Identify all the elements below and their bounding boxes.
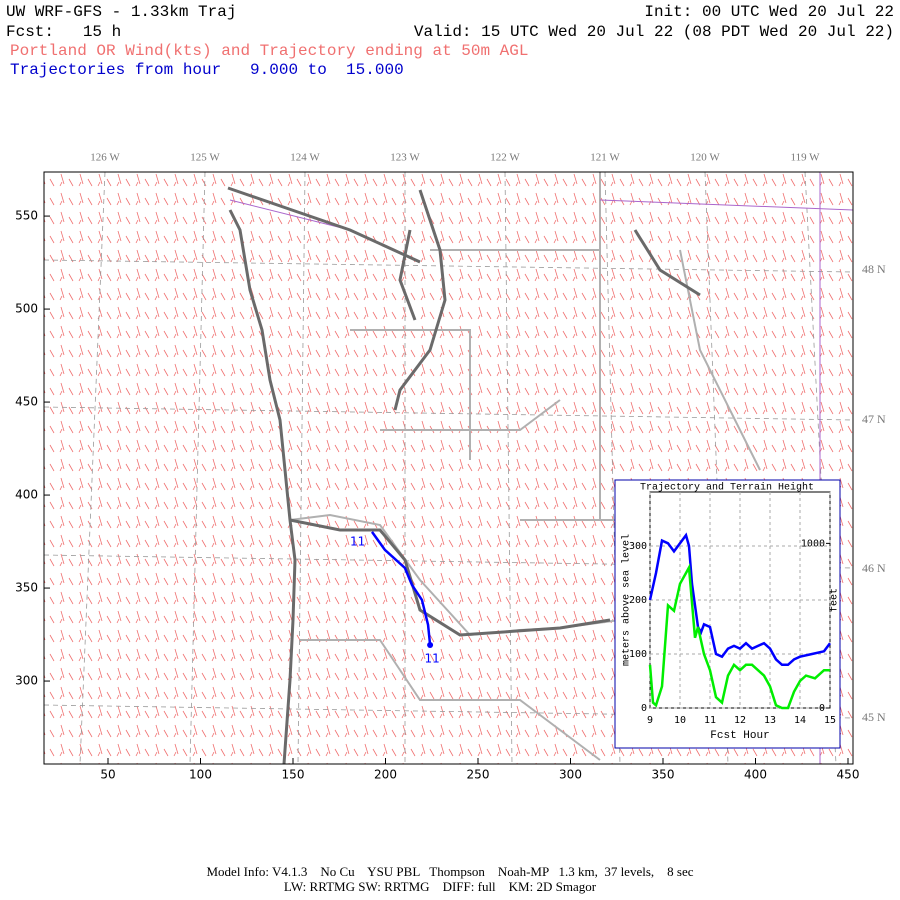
trajectory-label: 11 xyxy=(350,534,365,548)
y-tick-label: 200 xyxy=(629,595,647,606)
footer-line: LW: RRTMG SW: RRTMG DIFF: full KM: 2D Sm… xyxy=(284,879,597,894)
y-tick-label: 350 xyxy=(15,581,38,595)
x-tick-label: 100 xyxy=(189,768,212,782)
lon-label: 123 W xyxy=(390,152,420,164)
series-line xyxy=(648,532,832,667)
map: 50 100 150 200 250 300 350 400 45030035040045050… xyxy=(15,152,886,782)
x-tick-label: 250 xyxy=(467,768,490,782)
x-tick-label: 450 xyxy=(837,768,860,782)
inset: Trajectory and Terrain Height Fcst Hour … xyxy=(614,479,841,749)
x-tick-label: 150 xyxy=(282,768,305,782)
y-tick-label: 500 xyxy=(15,302,38,316)
y-tick-label: 0 xyxy=(641,703,647,714)
x-tick-label: 14 xyxy=(794,715,806,726)
footer-line: Model Info: V4.1.3 No Cu YSU PBL Thompso… xyxy=(206,864,693,879)
inset-y2label: feet xyxy=(829,588,841,612)
series-line xyxy=(648,563,830,710)
y-tick-label: 300 xyxy=(629,541,647,552)
trajectory-end xyxy=(427,641,434,648)
lon-label: 120 W xyxy=(690,152,720,164)
lon-label: 121 W xyxy=(590,152,620,164)
x-tick-label: 300 xyxy=(559,768,582,782)
map-frame xyxy=(43,171,854,765)
subtitle: Portland OR Wind(kts) and Trajectory end… xyxy=(10,42,528,60)
lat-label: 47 N xyxy=(862,412,886,426)
lon-label: 119 W xyxy=(790,152,820,164)
title: UW WRF-GFS - 1.33km Traj xyxy=(6,3,236,21)
x-tick-label: 12 xyxy=(734,715,746,726)
lon-label: 124 W xyxy=(290,152,320,164)
y-tick-label: 300 xyxy=(15,674,38,688)
trajectory-label: 11 xyxy=(424,651,439,665)
y-tick-label: 100 xyxy=(629,649,647,660)
x-tick-label: 400 xyxy=(744,768,767,782)
init: Init: 00 UTC Wed 20 Jul 22 xyxy=(644,3,894,21)
x-tick-label: 15 xyxy=(824,715,836,726)
inset-xlabel: Fcst Hour xyxy=(710,730,769,742)
borders xyxy=(289,172,761,761)
lon-label: 125 W xyxy=(190,152,220,164)
lat-label: 46 N xyxy=(862,561,886,575)
trajectory xyxy=(370,531,432,646)
y2-tick-label: 1000 xyxy=(801,538,825,549)
valid: Valid: 15 UTC Wed 20 Jul 22 (08 PDT Wed … xyxy=(414,23,894,41)
x-tick-label: 200 xyxy=(374,768,397,782)
lat-label: 48 N xyxy=(862,262,886,276)
lat-label: 45 N xyxy=(862,710,886,724)
hours: Trajectories from hour 9.000 to 15.000 xyxy=(10,61,404,79)
x-tick-label: 11 xyxy=(704,715,716,726)
inset-ylabel: meters above sea level xyxy=(621,534,633,666)
x-tick-label: 350 xyxy=(652,768,675,782)
x-tick-label: 13 xyxy=(764,715,776,726)
x-tick-label: 50 xyxy=(100,768,115,782)
y2-tick-label: 0 xyxy=(819,703,825,714)
x-tick-label: 9 xyxy=(647,715,653,726)
x-tick-label: 10 xyxy=(674,715,686,726)
inset-title: Trajectory and Terrain Height xyxy=(640,482,814,494)
lon-label: 122 W xyxy=(490,152,520,164)
y-tick-label: 400 xyxy=(15,488,38,502)
y-tick-label: 450 xyxy=(15,395,38,409)
y-tick-label: 550 xyxy=(15,209,38,223)
lon-label: 126 W xyxy=(90,152,120,164)
fcst: Fcst: 15 h xyxy=(6,23,121,41)
